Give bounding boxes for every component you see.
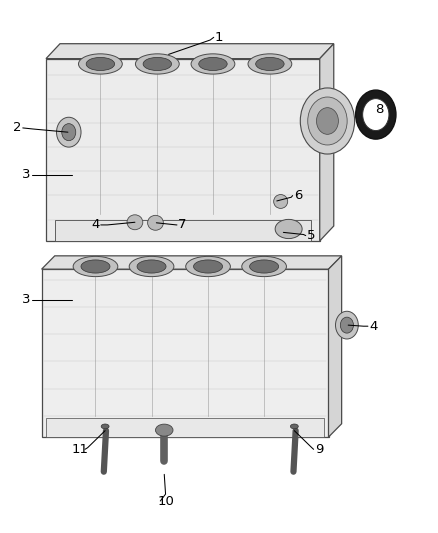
Text: 10: 10	[157, 495, 174, 507]
Ellipse shape	[137, 260, 166, 273]
Text: 7: 7	[178, 219, 187, 231]
Circle shape	[363, 99, 389, 131]
Text: 3: 3	[22, 168, 31, 181]
Text: 3: 3	[22, 293, 31, 306]
Circle shape	[62, 124, 76, 141]
Text: 9: 9	[314, 443, 323, 456]
Polygon shape	[42, 256, 342, 269]
Polygon shape	[46, 44, 334, 59]
Circle shape	[300, 88, 355, 154]
Circle shape	[57, 117, 81, 147]
Ellipse shape	[250, 260, 279, 273]
Ellipse shape	[194, 260, 223, 273]
Text: 4: 4	[91, 219, 100, 231]
Text: 6: 6	[293, 189, 302, 202]
Ellipse shape	[186, 256, 230, 277]
Ellipse shape	[129, 256, 174, 277]
Circle shape	[356, 90, 396, 139]
Text: 2: 2	[13, 122, 22, 134]
Circle shape	[340, 317, 353, 333]
Ellipse shape	[148, 215, 163, 230]
Text: 1: 1	[215, 31, 223, 44]
Ellipse shape	[242, 256, 286, 277]
Ellipse shape	[199, 58, 227, 70]
Polygon shape	[46, 418, 324, 437]
Ellipse shape	[78, 54, 122, 74]
Polygon shape	[55, 220, 311, 241]
Text: 8: 8	[374, 103, 383, 116]
Text: 11: 11	[71, 443, 88, 456]
Ellipse shape	[256, 58, 284, 70]
Ellipse shape	[275, 220, 302, 239]
Polygon shape	[320, 44, 334, 241]
Polygon shape	[328, 256, 342, 437]
Ellipse shape	[290, 424, 298, 429]
Ellipse shape	[135, 54, 179, 74]
Text: 4: 4	[369, 320, 378, 333]
Polygon shape	[46, 59, 320, 241]
Ellipse shape	[81, 260, 110, 273]
Circle shape	[336, 311, 358, 339]
Ellipse shape	[248, 54, 292, 74]
Ellipse shape	[73, 256, 118, 277]
Circle shape	[308, 97, 347, 145]
Ellipse shape	[86, 58, 115, 70]
Ellipse shape	[274, 195, 288, 208]
Ellipse shape	[127, 215, 143, 230]
Ellipse shape	[155, 424, 173, 436]
Polygon shape	[42, 269, 328, 437]
Text: 5: 5	[307, 229, 315, 242]
Ellipse shape	[191, 54, 235, 74]
Ellipse shape	[101, 424, 109, 429]
Circle shape	[317, 108, 339, 134]
Ellipse shape	[143, 58, 172, 70]
